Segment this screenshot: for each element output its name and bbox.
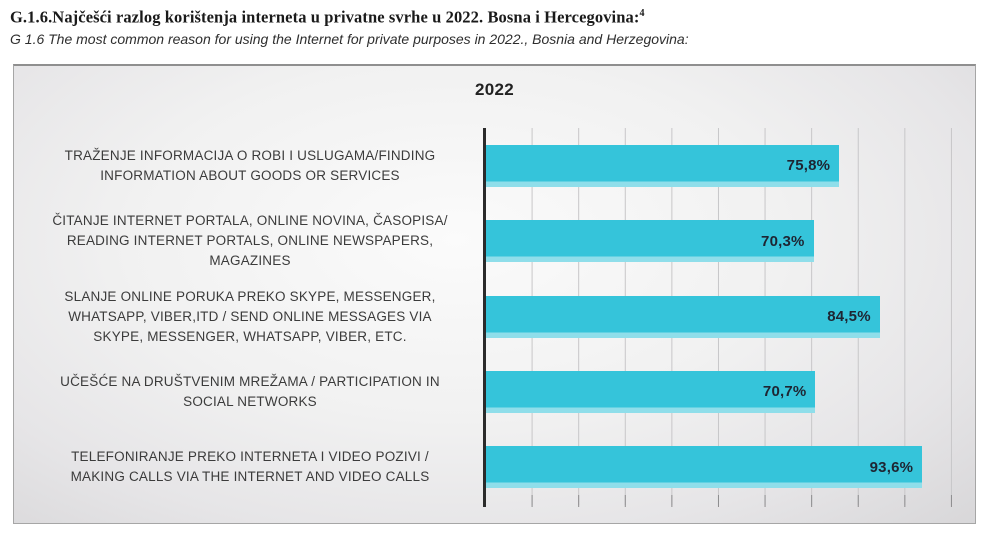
y-axis-line	[483, 128, 486, 507]
chart-row: UČEŠĆE NA DRUŠTVENIM MREŽAMA / PARTICIPA…	[14, 354, 975, 429]
bar-track: 84,5%	[486, 279, 952, 354]
chart-rows: TRAŽENJE INFORMACIJA O ROBI I USLUGAMA/F…	[14, 128, 975, 505]
bar-value-label: 84,5%	[827, 308, 871, 326]
bar-track: 75,8%	[486, 128, 952, 203]
chart-row: TELEFONIRANJE PREKO INTERNETA I VIDEO PO…	[14, 430, 975, 505]
bar-track: 70,3%	[486, 203, 952, 278]
chart-row: SLANJE ONLINE PORUKA PREKO SKYPE, MESSEN…	[14, 279, 975, 354]
header: G.1.6.Najčešći razlog korištenja interne…	[10, 4, 980, 48]
category-label: ČITANJE INTERNET PORTALA, ONLINE NOVINA,…	[52, 213, 448, 269]
bar: 93,6%	[486, 446, 923, 489]
category-label: SLANJE ONLINE PORUKA PREKO SKYPE, MESSEN…	[64, 288, 436, 344]
bar-chart: 2022 TRAŽENJE INFORMACIJA O ROBI I USLUG…	[13, 64, 976, 524]
chart-row: ČITANJE INTERNET PORTALA, ONLINE NOVINA,…	[14, 203, 975, 278]
bar-value-label: 75,8%	[786, 157, 831, 175]
bar-value-label: 93,6%	[869, 458, 914, 476]
bar-track: 93,6%	[486, 430, 952, 505]
footnote-marker: 4	[639, 8, 645, 19]
category-label: TELEFONIRANJE PREKO INTERNETA I VIDEO PO…	[70, 449, 430, 485]
document-subtitle: G 1.6 The most common reason for using t…	[10, 30, 689, 47]
bar-value-label: 70,7%	[762, 383, 807, 401]
category-label: TRAŽENJE INFORMACIJA O ROBI I USLUGAMA/F…	[64, 147, 436, 183]
chart-title: 2022	[474, 80, 515, 99]
document-title: G.1.6.Najčešći razlog korištenja interne…	[10, 4, 980, 28]
bar: 70,3%	[486, 220, 814, 263]
bar: 84,5%	[486, 295, 880, 338]
bar-value-label: 70,3%	[761, 232, 805, 250]
chart-row: TRAŽENJE INFORMACIJA O ROBI I USLUGAMA/F…	[14, 128, 975, 203]
category-label: UČEŠĆE NA DRUŠTVENIM MREŽAMA / PARTICIPA…	[60, 373, 440, 409]
axis-ticks	[485, 495, 954, 507]
bar-track: 70,7%	[486, 354, 952, 429]
bar: 70,7%	[486, 370, 816, 413]
document-title-text: G.1.6.Najčešći razlog korištenja interne…	[10, 7, 640, 27]
bar: 75,8%	[486, 144, 840, 187]
